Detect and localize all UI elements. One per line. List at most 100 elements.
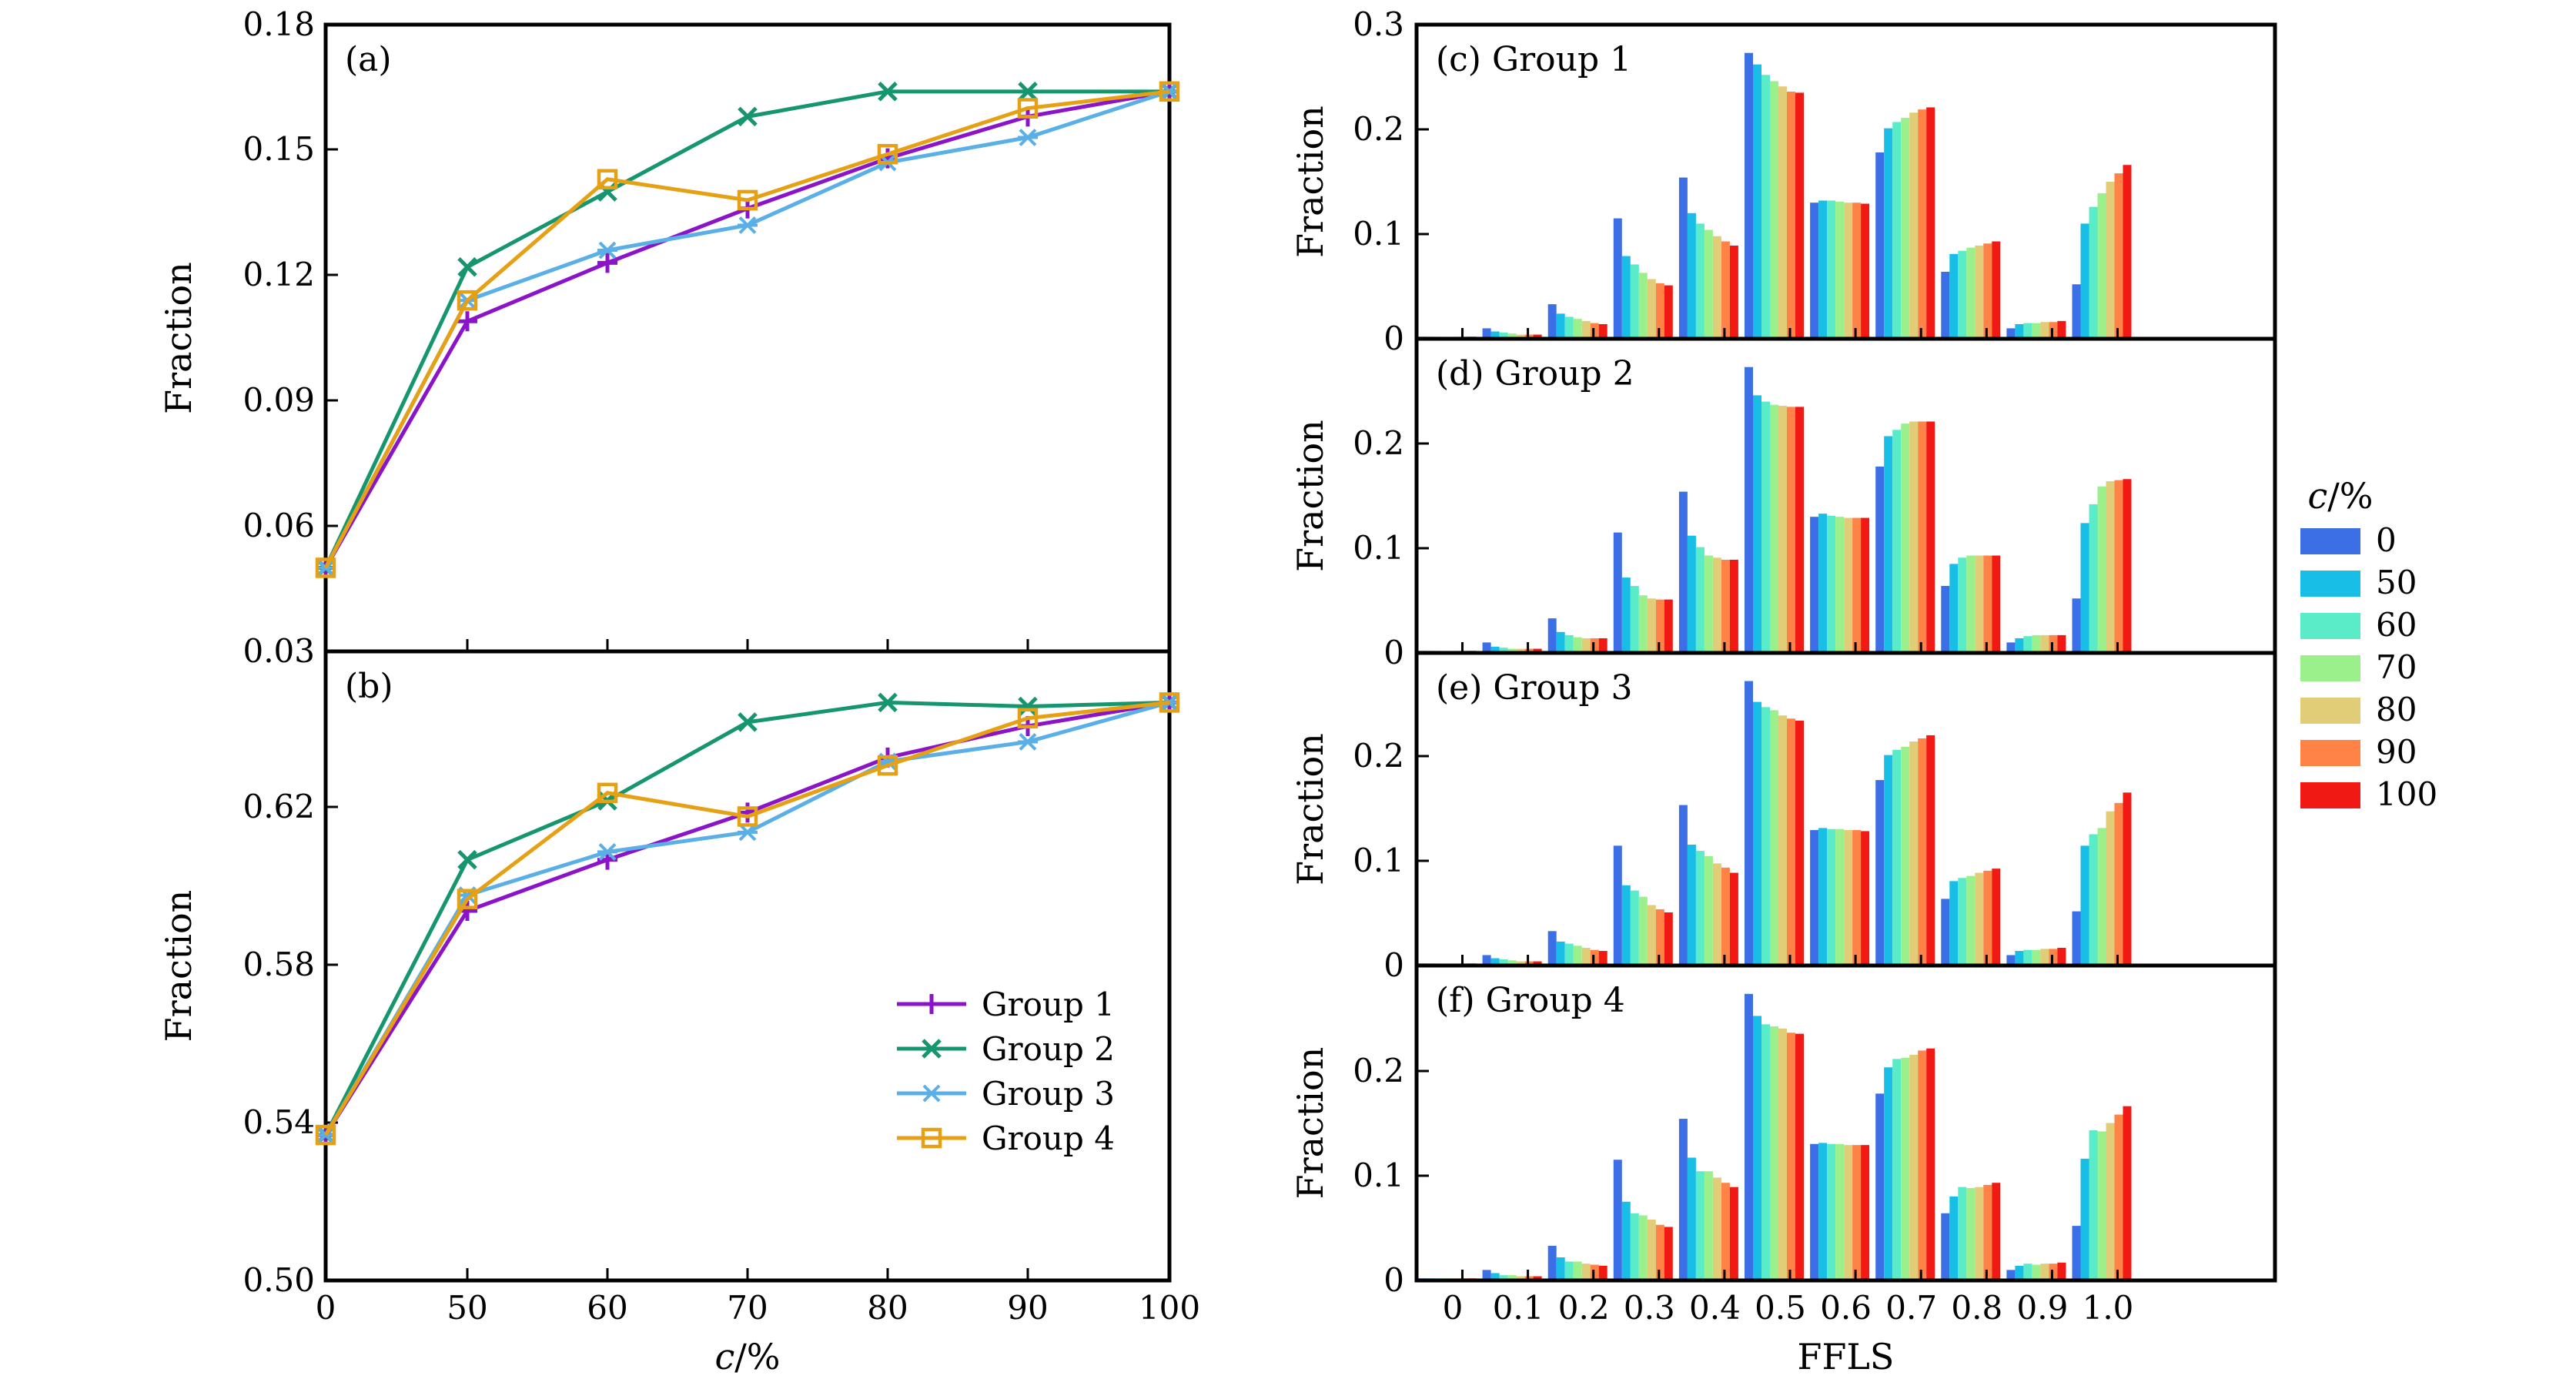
bar xyxy=(1499,332,1508,339)
data-point-group-4 xyxy=(597,782,618,804)
bar xyxy=(2032,949,2041,966)
bar xyxy=(1778,86,1787,340)
bar xyxy=(2015,1265,2024,1280)
legend-swatch xyxy=(2300,655,2360,681)
bar xyxy=(1664,599,1673,653)
bar xyxy=(1861,831,1870,966)
bar xyxy=(1875,1093,1885,1280)
bar xyxy=(1729,245,1738,339)
bar xyxy=(1795,1033,1804,1280)
data-point-group-4 xyxy=(457,889,478,909)
x-tick-label: 0.5 xyxy=(1755,1289,1806,1327)
bar-legend: c/%0 50 60 70 80 90 100 xyxy=(2300,475,2437,813)
legend-marker xyxy=(921,1127,942,1149)
bar xyxy=(1909,421,1919,653)
y-tick-label: 0.1 xyxy=(1353,1156,1404,1194)
bar xyxy=(1655,1224,1664,1280)
bar xyxy=(1983,1184,1992,1280)
legend-title-symbol: c xyxy=(2308,475,2328,517)
bar xyxy=(1704,229,1713,339)
bar xyxy=(1745,993,1753,1280)
bar xyxy=(2080,523,2089,653)
bar xyxy=(1655,599,1664,653)
x-axis-label: c/% xyxy=(715,1336,781,1377)
legend-title-rest: /% xyxy=(2327,475,2373,517)
data-point-group-4 xyxy=(877,143,898,165)
bar xyxy=(2097,192,2106,339)
bar xyxy=(1621,885,1631,966)
bar xyxy=(1678,491,1688,653)
bar xyxy=(1712,557,1721,653)
bar xyxy=(1581,320,1591,339)
bar xyxy=(1721,559,1730,653)
bar xyxy=(1844,517,1853,653)
series-line-group-4 xyxy=(323,700,1170,1136)
bar xyxy=(1818,828,1828,966)
legend-swatch xyxy=(2300,613,2360,639)
bar xyxy=(2032,1264,2041,1280)
x-axis-label: FFLS xyxy=(1798,1336,1895,1377)
legend-marker xyxy=(922,1084,942,1103)
bar xyxy=(1482,955,1491,966)
bar xyxy=(1992,555,2001,653)
bar xyxy=(1875,780,1885,966)
data-point-group-3 xyxy=(1018,733,1038,751)
bar xyxy=(1778,715,1787,966)
bar xyxy=(1533,961,1542,966)
bar xyxy=(1598,638,1607,653)
bar xyxy=(1638,896,1648,966)
bar xyxy=(1581,947,1591,966)
bar xyxy=(1573,637,1582,653)
data-point-group-4 xyxy=(1159,692,1180,713)
bar xyxy=(1770,404,1778,653)
y-tick-label: 0.62 xyxy=(243,788,315,825)
bar xyxy=(1835,1143,1845,1280)
bar xyxy=(1533,1276,1542,1280)
bar xyxy=(1712,236,1721,339)
bar xyxy=(1712,1177,1721,1280)
bar xyxy=(1918,1050,1927,1280)
bar xyxy=(2015,323,2024,339)
bar xyxy=(1490,646,1500,653)
bar xyxy=(2106,480,2115,653)
bar xyxy=(1941,1213,1950,1280)
data-point-group-2 xyxy=(738,712,758,732)
bar xyxy=(1909,112,1919,340)
bar xyxy=(1835,201,1845,339)
bar xyxy=(2006,328,2016,339)
bar xyxy=(1638,1215,1648,1280)
legend-label: 80 xyxy=(2376,691,2417,728)
bar xyxy=(1678,177,1688,339)
bar xyxy=(1949,1196,1959,1280)
bar xyxy=(1516,1276,1525,1280)
bar xyxy=(1958,250,1967,339)
bar xyxy=(1827,515,1836,653)
bar xyxy=(1613,218,1622,339)
panel-c: 0 0.1 0.2 0.3 (c) Group 1 Fraction xyxy=(1290,5,2277,357)
x-tick-label: 0.8 xyxy=(1951,1289,2002,1327)
bar xyxy=(1852,830,1862,966)
bar xyxy=(1909,1054,1919,1280)
bar xyxy=(1941,899,1950,966)
bar xyxy=(1958,1187,1967,1280)
legend-swatch xyxy=(2300,528,2360,554)
bar xyxy=(1499,959,1508,966)
bar xyxy=(1721,867,1730,966)
bar xyxy=(1926,421,1935,653)
bar xyxy=(1787,92,1795,339)
data-point-group-1 xyxy=(457,311,477,332)
data-point-group-4 xyxy=(737,806,758,827)
bar xyxy=(2072,911,2081,966)
bar xyxy=(1983,870,1992,966)
bar xyxy=(1695,547,1705,653)
bar xyxy=(1687,1157,1696,1280)
bar xyxy=(1507,960,1517,966)
bar xyxy=(1547,618,1557,653)
bar xyxy=(2072,598,2081,653)
bar xyxy=(2123,165,2132,339)
bar xyxy=(1844,1145,1853,1280)
legend-label: 90 xyxy=(2376,733,2417,771)
y-axis-label: Fraction xyxy=(1290,420,1331,572)
bar xyxy=(1884,755,1893,966)
bar xyxy=(1778,406,1787,653)
